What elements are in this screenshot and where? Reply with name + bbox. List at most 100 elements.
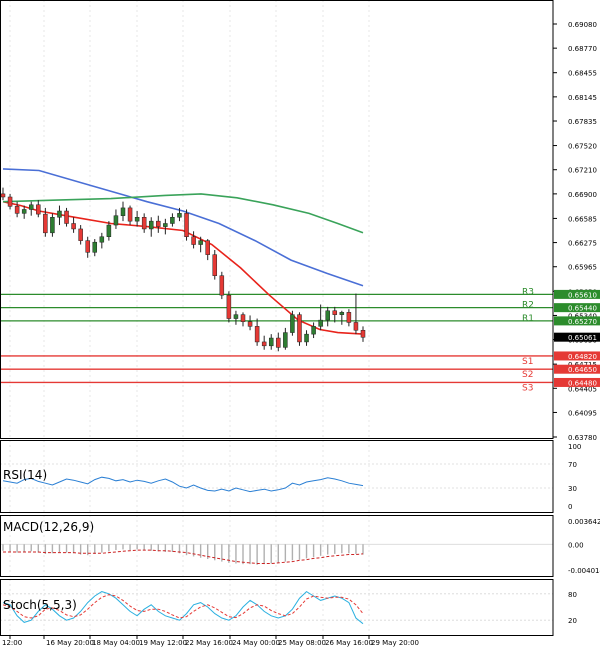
candle-bull — [120, 207, 126, 216]
candle-bull — [198, 240, 203, 245]
macd-title: MACD(12,26,9) — [3, 520, 94, 534]
candle-bull — [233, 314, 239, 319]
r3-price-box — [554, 289, 600, 299]
pivot-levels: R3 R2 R1 S1 S2 S3 — [0, 287, 553, 393]
current-price-box — [554, 332, 600, 342]
price-axis: 0.69080 0.68770 0.68455 0.68145 0.67835 0.675… — [2, 21, 600, 647]
time-tick-label: 24 May 00:00 — [232, 639, 280, 647]
s2-label: S2 — [522, 370, 533, 380]
price-tick-label: 0.66900 — [568, 191, 597, 199]
price-tick-label: 0.65965 — [568, 264, 597, 272]
candle-bull — [113, 215, 119, 226]
candle-bull — [304, 333, 309, 343]
candle-bear — [360, 329, 366, 338]
s1-price-label: 0.64820 — [568, 353, 597, 361]
macd-tick-label: 0.00 — [568, 541, 584, 549]
macd-tick-label: 0.003642 — [568, 518, 600, 526]
candle-bear — [156, 220, 161, 227]
candle-bear — [7, 196, 13, 207]
time-tick-label: 26 May 16:00 — [325, 639, 373, 647]
candle-bear — [36, 204, 41, 215]
candle-bear — [353, 322, 359, 331]
s1-price-box — [554, 351, 600, 361]
r1-label: R1 — [522, 314, 534, 324]
stoch-title: Stoch(5,5,3) — [3, 598, 77, 612]
price-tick-label: 0.67210 — [568, 167, 597, 175]
candle-bear — [43, 213, 48, 234]
candle-bull — [106, 224, 112, 237]
indicators — [0, 463, 553, 625]
current-price-label: 0.65061 — [568, 334, 597, 342]
candle-bear — [127, 207, 133, 222]
candle-bull — [148, 220, 154, 230]
candle-bull — [325, 310, 330, 321]
rsi-line — [2, 476, 364, 493]
candle-bear — [14, 206, 20, 214]
rsi-title: RSI(14) — [3, 468, 47, 482]
time-tick-label: 22 May 16:00 — [185, 639, 233, 647]
time-tick-label: 12:00 — [2, 639, 22, 647]
s2-price-label: 0.64650 — [568, 366, 597, 374]
candle-bear — [247, 321, 253, 327]
s3-price-box — [554, 377, 600, 387]
rsi-tick-label: 100 — [568, 443, 581, 451]
time-tick-label: 19 May 12:00 — [139, 639, 187, 647]
candle-bear — [332, 310, 338, 315]
price-tick-label: 0.66585 — [568, 215, 597, 223]
candle-bull — [21, 209, 27, 214]
r3-price-label: 0.65610 — [568, 291, 597, 299]
candle-bear — [297, 314, 302, 343]
candle-bull — [99, 236, 105, 243]
time-tick-label: 29 May 20:00 — [371, 639, 419, 647]
candles — [0, 187, 366, 352]
candle-bear — [261, 341, 267, 347]
candle-bull — [177, 213, 182, 218]
stoch-d-line — [2, 594, 364, 619]
candle-bear — [226, 294, 232, 319]
candle-bull — [290, 314, 295, 333]
candle-bull — [339, 312, 345, 315]
price-tick-label: 0.67520 — [568, 143, 597, 151]
candle-bear — [219, 275, 225, 296]
stoch-tick-label: 20 — [568, 617, 577, 625]
r2-price-box — [554, 303, 600, 313]
candle-bull — [50, 217, 55, 234]
ma-mid-line — [2, 168, 364, 287]
price-tick-label: 0.68145 — [568, 94, 597, 102]
rsi-tick-label: 70 — [568, 461, 577, 469]
price-tick-label: 0.68455 — [568, 70, 597, 78]
candle-bull — [163, 223, 168, 227]
candle-bear — [276, 337, 281, 348]
candle-bull — [318, 319, 323, 327]
candle-bull — [283, 332, 288, 348]
candle-bull — [170, 217, 175, 224]
price-tick-label: 0.69080 — [568, 21, 597, 29]
candle-bear — [254, 326, 260, 343]
time-tick-label: 18 May 04:00 — [92, 639, 140, 647]
rsi-tick-label: 30 — [568, 485, 577, 493]
s2-price-box — [554, 364, 600, 374]
candle-bull — [28, 204, 34, 210]
candle-bear — [64, 210, 69, 224]
candle-bull — [311, 326, 316, 335]
r2-price-label: 0.65440 — [568, 305, 597, 313]
time-tick-label: 25 May 08:00 — [278, 639, 326, 647]
grid — [9, 0, 370, 635]
stoch-tick-label: 80 — [568, 591, 577, 599]
r2-label: R2 — [522, 301, 534, 311]
stoch-panel-frame — [0, 579, 554, 636]
candle-bear — [346, 312, 352, 323]
candle-bear — [205, 240, 210, 255]
r3-label: R3 — [522, 287, 534, 297]
candle-bull — [57, 210, 62, 218]
candle-bear — [85, 240, 90, 253]
candle-bear — [0, 193, 6, 198]
macd-panel-frame — [0, 515, 554, 577]
price-tick-label: 0.67835 — [568, 118, 597, 126]
rsi-panel-frame — [0, 440, 554, 513]
price-tick-label: 0.68770 — [568, 45, 597, 53]
panel-frames — [0, 0, 554, 636]
candle-bull — [134, 217, 140, 222]
rsi-tick-label: 0 — [568, 503, 572, 511]
